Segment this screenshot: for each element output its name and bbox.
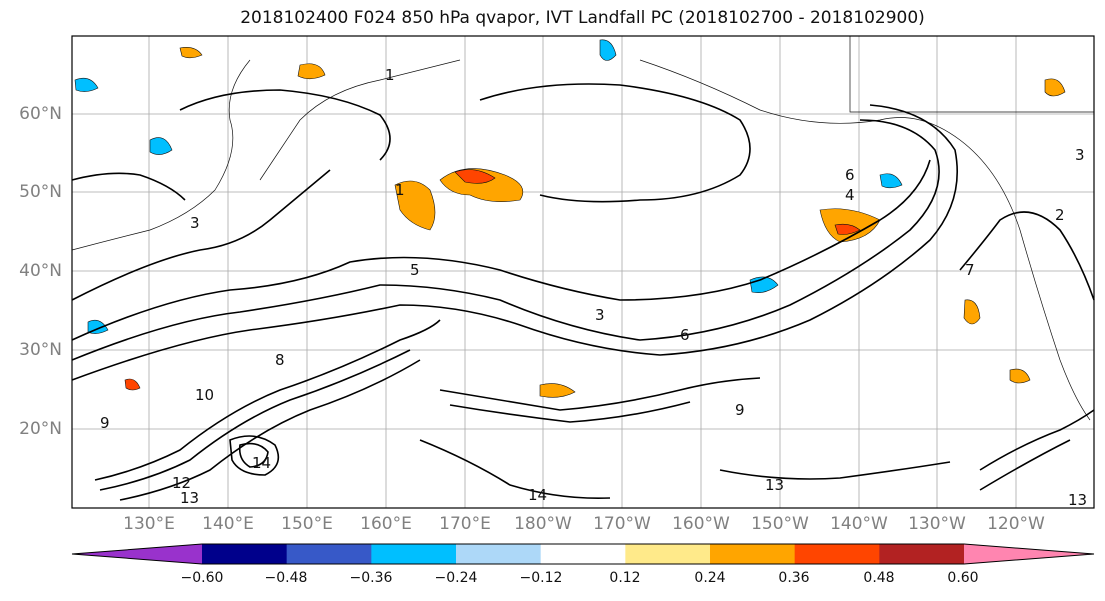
lat-label-60n: 60°N	[19, 104, 62, 124]
lon-label-130e: 130°E	[123, 514, 175, 534]
contour-label: 4	[845, 186, 855, 204]
gridlines	[72, 36, 1094, 508]
contour-lines	[71, 83, 1095, 501]
contour-label: 3	[595, 306, 605, 324]
map-background	[72, 36, 1094, 508]
contour-label: 8	[275, 351, 285, 369]
lon-label-140e: 140°E	[202, 514, 254, 534]
contour-label: 6	[845, 166, 855, 184]
shaded-anomalies	[74, 39, 1066, 398]
colorbar-tick-label: −0.24	[434, 570, 478, 586]
contour-label: 3	[1075, 146, 1085, 164]
contour-label: 7	[965, 261, 975, 279]
contour-label: 5	[410, 261, 420, 279]
map-title: 2018102400 F024 850 hPa qvapor, IVT Land…	[240, 8, 925, 28]
contour-label: 13	[180, 489, 199, 507]
colorbar-tick-label: −0.48	[264, 570, 308, 586]
colorbar-tick-label: 0.60	[947, 570, 979, 586]
lat-label-50n: 50°N	[19, 182, 62, 202]
contour-label: 1	[395, 181, 405, 199]
contour-labels: 1 1 2 3 3 3 4 5 6 6 7 8 9 9 10 12 13 13 …	[100, 66, 1087, 509]
lon-label-160w: 160°W	[672, 514, 730, 534]
contour-label: 10	[195, 386, 214, 404]
map-plot: 1 1 2 3 3 3 4 5 6 6 7 8 9 9 10 12 13 13 …	[71, 35, 1095, 509]
lon-label-170e: 170°E	[439, 514, 491, 534]
contour-label: 6	[680, 326, 690, 344]
lat-label-20n: 20°N	[19, 419, 62, 439]
lon-label-140w: 140°W	[830, 514, 888, 534]
lon-label-180w: 180°W	[514, 514, 572, 534]
lon-label-120w: 120°W	[987, 514, 1045, 534]
contour-label: 9	[735, 401, 745, 419]
contour-label: 2	[1055, 206, 1065, 224]
contour-label: 1	[385, 66, 395, 84]
colorbar-tick-label: −0.60	[180, 570, 224, 586]
colorbar-tick-label: 0.48	[863, 570, 895, 586]
lon-label-130w: 130°W	[908, 514, 966, 534]
lon-label-150w: 150°W	[751, 514, 809, 534]
colorbar-tick-label: 0.36	[778, 570, 810, 586]
contour-label: 13	[765, 476, 784, 494]
colorbar-tick-label: −0.36	[349, 570, 393, 586]
colorbar-tick-label: −0.12	[519, 570, 563, 586]
lon-label-160e: 160°E	[360, 514, 412, 534]
lon-label-170w: 170°W	[593, 514, 651, 534]
lon-label-150e: 150°E	[281, 514, 333, 534]
contour-label: 3	[190, 214, 200, 232]
coastlines	[71, 36, 1094, 421]
contour-label: 12	[172, 474, 191, 492]
contour-label: 9	[100, 414, 110, 432]
colorbar-tick-label: 0.24	[694, 570, 726, 586]
map-frame	[71, 35, 1095, 509]
colorbar-tick-label: 0.12	[609, 570, 641, 586]
contour-label: 14	[528, 486, 547, 504]
contour-label: 14	[252, 454, 271, 472]
lat-label-40n: 40°N	[19, 261, 62, 281]
contour-label: 13	[1068, 491, 1087, 509]
lat-label-30n: 30°N	[19, 340, 62, 360]
